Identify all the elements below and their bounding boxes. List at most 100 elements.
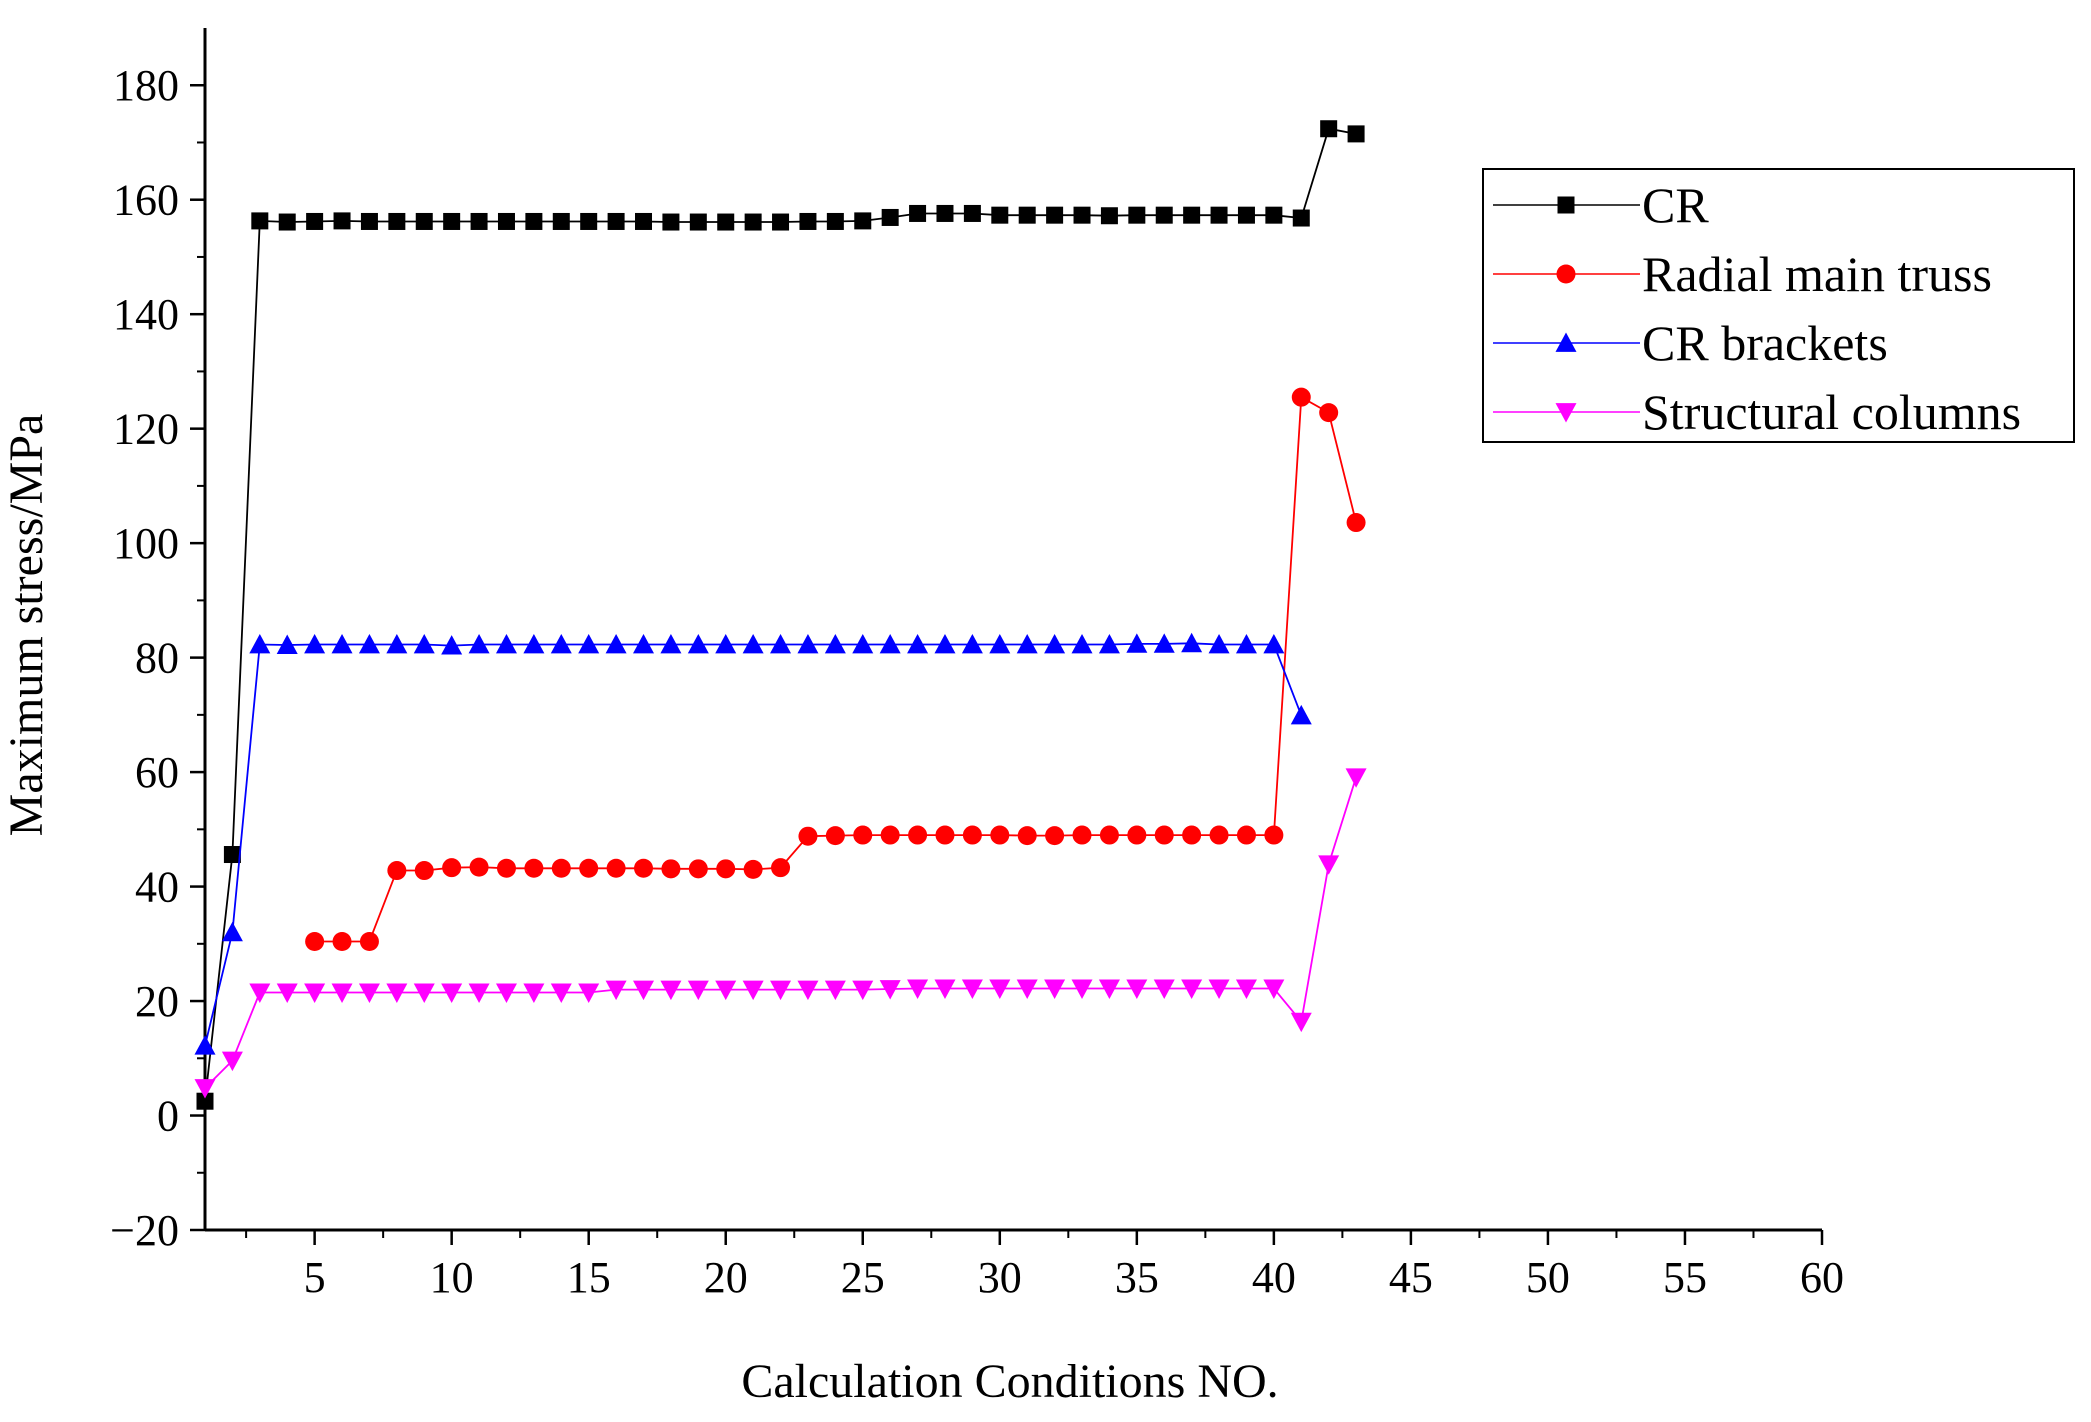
x-tick-label: 10 (430, 1253, 474, 1302)
data-point-radial-main-truss (880, 825, 900, 845)
data-point-cr (1046, 206, 1064, 224)
y-tick-label: 60 (135, 748, 179, 797)
legend-marker-structural-columns-shape (1555, 403, 1577, 423)
data-point-radial-main-truss (606, 858, 626, 878)
y-tick-label: 80 (135, 634, 179, 683)
data-point-cr-brackets (1044, 633, 1066, 654)
data-point-radial-main-truss (332, 932, 352, 952)
data-point-cr-brackets (358, 633, 380, 654)
data-point-cr (963, 204, 981, 222)
legend-box (1482, 168, 2075, 443)
data-point-cr (1073, 206, 1091, 224)
series-line-radial-main-truss (314, 395, 1357, 943)
data-point-structural-columns (687, 980, 709, 1001)
data-point-radial-main-truss (962, 825, 982, 845)
data-point-structural-columns (1016, 979, 1038, 999)
data-point-cr-brackets (660, 633, 682, 654)
data-point-radial-main-truss (798, 826, 818, 846)
data-point-cr-brackets (550, 633, 572, 654)
data-point-structural-columns (413, 983, 435, 1003)
data-point-structural-columns (742, 980, 764, 1001)
x-tick-label: 45 (1389, 1253, 1433, 1302)
axes (203, 28, 1822, 1232)
x-tick-label: 20 (704, 1253, 748, 1302)
data-point-structural-columns (1098, 979, 1120, 999)
data-point-radial-main-truss (1182, 825, 1202, 845)
legend-marker-structural-columns (1555, 403, 1577, 423)
data-point-structural-columns (797, 980, 819, 1001)
legend-label-radial-main-truss: Radial main truss (1642, 246, 1992, 302)
data-point-cr-brackets (1126, 633, 1148, 653)
data-point-structural-columns (1263, 979, 1285, 999)
data-point-cr (1128, 206, 1146, 224)
data-point-structural-columns (660, 980, 682, 1001)
data-point-cr-brackets (852, 633, 874, 654)
data-point-radial-main-truss (551, 858, 571, 878)
data-point-structural-columns (194, 1079, 216, 1099)
data-point-cr-brackets (495, 633, 517, 654)
data-point-cr (881, 208, 899, 226)
data-point-cr (772, 213, 790, 231)
data-point-radial-main-truss (634, 858, 654, 878)
data-point-cr-brackets (194, 1035, 216, 1055)
y-tick-label: 120 (113, 405, 179, 454)
data-point-radial-main-truss (579, 858, 599, 878)
data-point-structural-columns (824, 980, 846, 1001)
data-point-structural-columns (578, 983, 600, 1003)
data-point-radial-main-truss (1072, 825, 1092, 845)
data-point-cr-brackets (961, 633, 983, 654)
data-point-radial-main-truss (496, 858, 516, 878)
data-point-cr (251, 212, 269, 230)
data-point-radial-main-truss (1319, 403, 1339, 423)
data-point-cr (936, 204, 954, 222)
data-point-cr (333, 212, 351, 230)
y-tick-label: 140 (113, 290, 179, 339)
legend-marker-cr-brackets (1555, 332, 1577, 352)
series-line-structural-columns (204, 776, 1357, 1089)
y-tick-label: 180 (113, 61, 179, 110)
data-point-structural-columns (907, 979, 929, 999)
data-point-structural-columns (770, 980, 792, 1001)
data-point-radial-main-truss (1264, 825, 1284, 845)
data-point-cr (470, 212, 488, 230)
data-point-structural-columns (221, 1051, 243, 1072)
data-point-structural-columns (1290, 1012, 1312, 1033)
data-point-cr (443, 212, 461, 230)
data-point-cr-brackets (1153, 633, 1175, 653)
data-point-cr (552, 212, 570, 230)
data-point-radial-main-truss (359, 932, 379, 952)
x-tick-label: 30 (978, 1253, 1022, 1302)
legend-marker-cr (1557, 196, 1575, 214)
data-point-radial-main-truss (305, 932, 325, 952)
data-point-radial-main-truss (935, 825, 955, 845)
legend-label-structural-columns: Structural columns (1642, 384, 2021, 440)
y-tick-label: 20 (135, 977, 179, 1026)
legend-entry-cr-brackets: CR brackets (1493, 315, 1888, 371)
data-point-radial-main-truss (1099, 825, 1119, 845)
data-point-cr (799, 212, 817, 230)
data-point-structural-columns (1126, 979, 1148, 999)
data-point-cr-brackets (770, 633, 792, 654)
legend-entry-cr: CR (1493, 177, 1709, 233)
legend-marker-cr-brackets-shape (1555, 332, 1577, 352)
legend-label-cr: CR (1642, 177, 1709, 233)
data-point-cr-brackets (797, 633, 819, 654)
data-point-structural-columns (852, 980, 874, 1001)
data-point-cr (662, 213, 680, 231)
data-point-cr (909, 204, 927, 222)
data-point-cr (1155, 206, 1173, 224)
data-point-cr (1347, 125, 1365, 143)
data-point-cr (1018, 206, 1036, 224)
data-point-radial-main-truss (743, 859, 763, 879)
legend-entry-structural-columns: Structural columns (1493, 384, 2021, 440)
legend-label-cr-brackets: CR brackets (1642, 315, 1888, 371)
x-tick-label: 5 (304, 1253, 326, 1302)
data-point-cr-brackets (578, 633, 600, 654)
data-point-radial-main-truss (1045, 826, 1065, 846)
series-structural-columns (194, 768, 1367, 1099)
data-point-cr-brackets (715, 633, 737, 654)
data-point-cr (196, 1092, 214, 1110)
data-point-cr-brackets (1235, 633, 1257, 654)
data-point-structural-columns (1345, 768, 1367, 788)
legend-entry-radial-main-truss: Radial main truss (1493, 246, 1992, 302)
